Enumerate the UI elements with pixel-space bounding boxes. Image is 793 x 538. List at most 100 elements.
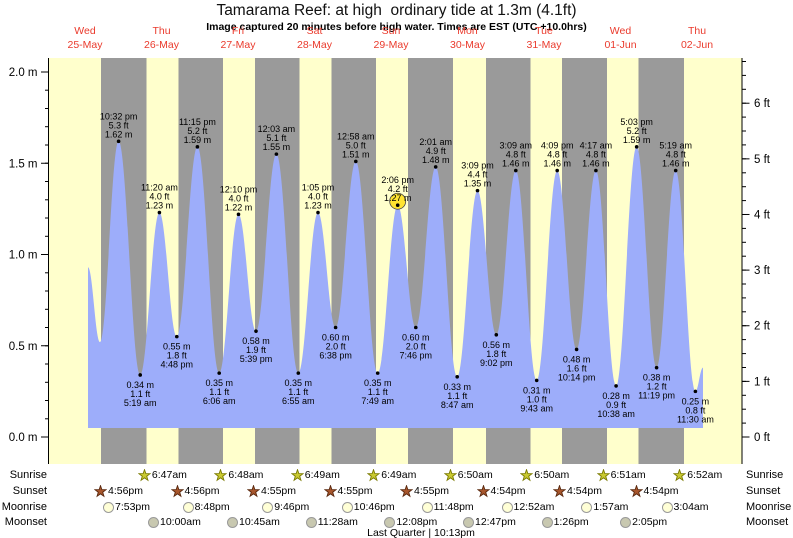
moonrise-event: 1:57am	[581, 500, 628, 514]
low-tide-label: 0.56 m	[483, 340, 511, 350]
sunrise-event: 6:50am	[520, 468, 569, 482]
low-tide-label: 5:39 pm	[240, 354, 273, 364]
sunrise-event: 6:52am	[673, 468, 722, 482]
low-tide-label: 9:02 pm	[480, 358, 513, 368]
moonrise-time: 7:53pm	[115, 501, 151, 513]
sunset-star-icon	[94, 484, 107, 497]
high-tide-label: 5.3 ft	[109, 120, 130, 130]
row-label-moonrise-left: Moonrise	[1, 501, 47, 513]
sunrise-time: 6:50am	[457, 469, 493, 481]
low-tide-label: 1.1 ft	[288, 387, 309, 397]
sunrise-time: 6:48am	[228, 469, 264, 481]
tide-point-dot	[217, 371, 221, 375]
high-tide-label: 1.46 m	[662, 159, 690, 169]
low-tide-label: 5:19 am	[124, 398, 157, 408]
sunrise-star-icon	[290, 468, 304, 481]
high-tide-label: 1.23 m	[146, 201, 174, 211]
high-tide-label: 4:09 pm	[541, 141, 574, 151]
low-tide-label: 1.0 ft	[527, 394, 548, 404]
high-tide-label: 2:01 am	[419, 137, 452, 147]
high-tide-label: 10:32 pm	[100, 111, 138, 121]
sunrise-time: 6:51am	[610, 469, 646, 481]
low-tide-label: 0.34 m	[126, 380, 154, 390]
tide-point-dot	[316, 210, 320, 215]
low-tide-label: 1.9 ft	[246, 345, 267, 355]
sunset-time: 4:56pm	[184, 485, 220, 497]
tide-point-dot	[274, 152, 279, 156]
moonrise-time: 11:48pm	[433, 501, 474, 513]
sunrise-event: 6:50am	[443, 468, 493, 482]
tide-point-dot	[333, 325, 338, 330]
high-tide-label: 1.48 m	[422, 155, 450, 165]
left-axis-label: 0.0 m	[9, 432, 38, 444]
low-tide-label: 0.9 ft	[606, 400, 627, 410]
high-tide-label: 3:09 am	[500, 141, 533, 151]
low-tide-label: 2.0 ft	[326, 342, 347, 352]
high-tide-label: 1.35 m	[464, 179, 492, 189]
high-tide-label: 3:09 pm	[461, 161, 494, 171]
day-date-label: 25-May	[67, 39, 103, 51]
right-axis-label: 3 ft	[754, 265, 771, 277]
moonset-event: 11:28am	[305, 515, 358, 529]
sunrise-star-icon	[214, 468, 228, 481]
tide-point-dot	[175, 334, 179, 339]
low-tide-label: 0.33 m	[443, 382, 471, 392]
high-tide-label: 4.8 ft	[586, 150, 607, 160]
low-tide-label: 0.58 m	[242, 336, 270, 346]
high-tide-label: 5.0 ft	[346, 140, 367, 150]
moonset-circle-icon	[384, 516, 396, 528]
tide-point-dot	[254, 329, 258, 333]
low-tide-label: 0.28 m	[602, 391, 630, 401]
tide-point-dot	[594, 168, 598, 173]
moonrise-circle-icon	[581, 501, 593, 513]
high-tide-label: 4:17 am	[580, 141, 613, 151]
high-tide-label: 12:58 am	[337, 131, 375, 141]
moonrise-circle-icon	[501, 501, 513, 513]
day-name-label: Sat	[307, 25, 323, 37]
sunrise-star-icon	[443, 468, 457, 481]
low-tide-label: 7:46 pm	[400, 351, 433, 361]
low-tide-label: 11:19 pm	[638, 391, 675, 401]
high-tide-label: 1.59 m	[184, 135, 212, 145]
day-date-label: 31-May	[526, 39, 562, 51]
sunset-event: 4:55pm	[323, 484, 373, 498]
moonset-time: 10:00am	[160, 516, 201, 528]
sunset-star-icon	[629, 484, 643, 497]
moonrise-circle-icon	[103, 501, 114, 513]
moonset-circle-icon	[227, 516, 238, 528]
moonset-event: 10:00am	[148, 515, 201, 529]
row-label-sunset-right: Sunset	[746, 485, 781, 497]
low-tide-label: 0.8 ft	[685, 405, 706, 415]
moonset-circle-icon	[463, 516, 474, 528]
tide-point-dot	[475, 188, 480, 193]
moonrise-event: 10:46pm	[341, 500, 395, 514]
low-tide-label: 6:06 am	[203, 396, 236, 406]
row-label-moonset-right: Moonset	[746, 516, 789, 528]
tide-point-dot	[673, 168, 678, 173]
tide-point-dot	[195, 145, 200, 149]
low-tide-label: 0.25 m	[682, 396, 710, 406]
high-tide-label: 1.46 m	[582, 159, 610, 169]
sunset-event: 4:55pm	[400, 484, 449, 498]
low-tide-label: 6:55 am	[282, 396, 315, 406]
tide-point-dot	[693, 389, 698, 394]
moonset-circle-icon	[148, 516, 159, 528]
high-tide-label: 1.27 m	[384, 193, 412, 203]
low-tide-label: 0.60 m	[402, 333, 430, 343]
low-tide-label: 9:43 am	[520, 403, 553, 413]
moonrise-time: 9:46pm	[274, 501, 310, 513]
high-tide-label: 1.46 m	[502, 159, 530, 169]
high-tide-label: 1:05 pm	[302, 183, 335, 193]
tide-point-dot	[574, 347, 579, 352]
low-tide-label: 0.35 m	[285, 378, 313, 388]
tide-point-dot	[116, 139, 121, 144]
day-date-label: 29-May	[373, 39, 409, 51]
moonrise-circle-icon	[421, 501, 433, 513]
left-axis-label: 1.0 m	[9, 250, 38, 262]
high-tide-label: 1.22 m	[225, 202, 253, 212]
high-tide-label: 4.0 ft	[308, 192, 329, 202]
tide-point-dot	[494, 333, 499, 337]
low-tide-label: 10:14 pm	[558, 372, 596, 382]
right-axis-label: 1 ft	[754, 376, 771, 388]
